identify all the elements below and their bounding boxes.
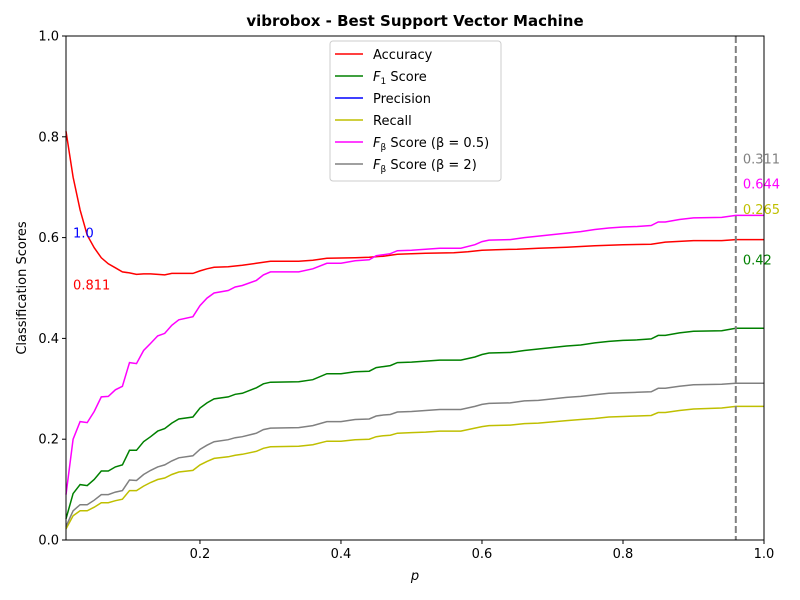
- annotation-3: 0.644: [743, 178, 780, 193]
- x-tick-label-1: 0.4: [331, 547, 352, 562]
- annotation-1: 0.811: [73, 279, 110, 294]
- y-tick-label-0: 0.0: [38, 534, 59, 549]
- legend-label-4: Fβ Score (β = 0.5): [373, 136, 489, 153]
- series-line-0: [65, 131, 764, 276]
- annotation-5: 0.42: [743, 253, 772, 268]
- y-tick-label-5: 1.0: [38, 30, 59, 45]
- y-tick-label-1: 0.2: [38, 433, 59, 448]
- x-tick-label-3: 0.8: [613, 547, 634, 562]
- y-tick-label-4: 0.8: [38, 130, 59, 145]
- legend-frame: [329, 40, 502, 182]
- x-tick-label-2: 0.6: [472, 547, 493, 562]
- legend-label-2: Precision: [373, 92, 431, 107]
- y-axis-label: Classification Scores: [15, 221, 30, 355]
- legend-label-0: Accuracy: [373, 48, 433, 63]
- y-tick-label-3: 0.6: [38, 231, 59, 246]
- chart-title: vibrobox - Best Support Vector Machine: [246, 12, 583, 30]
- legend-label-3: Recall: [373, 114, 412, 129]
- annotation-0: 1.0: [73, 227, 94, 242]
- legend-label-1: F1 Score: [373, 70, 427, 87]
- annotations: 1.0 0.811 0.311 0.644 0.265 0.42: [73, 153, 780, 294]
- y-tick-label-2: 0.4: [38, 332, 59, 347]
- series-line-1: [65, 327, 764, 520]
- series-layer: [65, 131, 764, 530]
- x-tick-label-0: 0.2: [190, 547, 211, 562]
- plot-frame: [65, 35, 765, 541]
- series-line-3: [65, 405, 764, 530]
- series-line-4: [65, 214, 764, 495]
- annotation-4: 0.265: [743, 203, 780, 218]
- legend-label-5: Fβ Score (β = 2): [373, 158, 477, 175]
- ticks: 0.2 0.4 0.6 0.8 1.0 0.0 0.2 0.4 0.6 0.8 1.0: [38, 30, 774, 563]
- x-axis-label: p: [410, 569, 419, 584]
- x-tick-label-4: 1.0: [754, 547, 775, 562]
- annotation-2: 0.311: [743, 153, 780, 168]
- legend: Accuracy F1 Score Precision Recall Fβ Score …: [329, 40, 502, 182]
- series-line-5: [65, 382, 764, 527]
